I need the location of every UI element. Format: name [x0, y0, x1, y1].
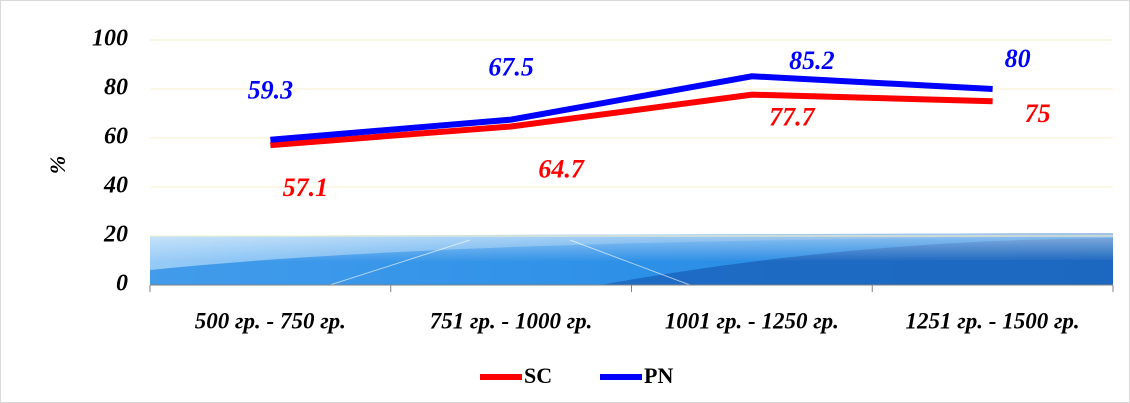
- y-tick-label: 100: [92, 26, 128, 52]
- y-axis-title: %: [45, 156, 70, 174]
- y-tick-label: 80: [104, 75, 128, 101]
- data-label: 85.2: [789, 46, 835, 75]
- y-tick-label: 60: [104, 124, 128, 150]
- data-label: 67.5: [488, 53, 534, 82]
- x-tick-label: 751 гр. - 1000 гр.: [430, 308, 593, 333]
- legend-label: SC: [524, 363, 552, 388]
- data-label: 77.7: [769, 103, 816, 132]
- legend-label: PN: [644, 363, 673, 388]
- x-tick-label: 1251 гр. - 1500 гр.: [906, 308, 1080, 333]
- data-label: 59.3: [248, 76, 294, 105]
- background-wave: [150, 233, 1113, 286]
- data-label: 75: [1025, 99, 1051, 128]
- series-line: [270, 91, 993, 149]
- data-label: 80: [1005, 44, 1031, 73]
- x-tick-label: 1001 гр. - 1250 гр.: [665, 308, 839, 333]
- x-tick-label: 500 гр. - 750 гр.: [195, 308, 346, 333]
- data-label: 57.1: [283, 173, 329, 202]
- series-line: [270, 73, 993, 143]
- data-label: 64.7: [538, 154, 585, 183]
- y-tick-label: 40: [103, 173, 128, 199]
- y-tick-label: 20: [103, 222, 128, 248]
- y-tick-label: 0: [116, 271, 128, 297]
